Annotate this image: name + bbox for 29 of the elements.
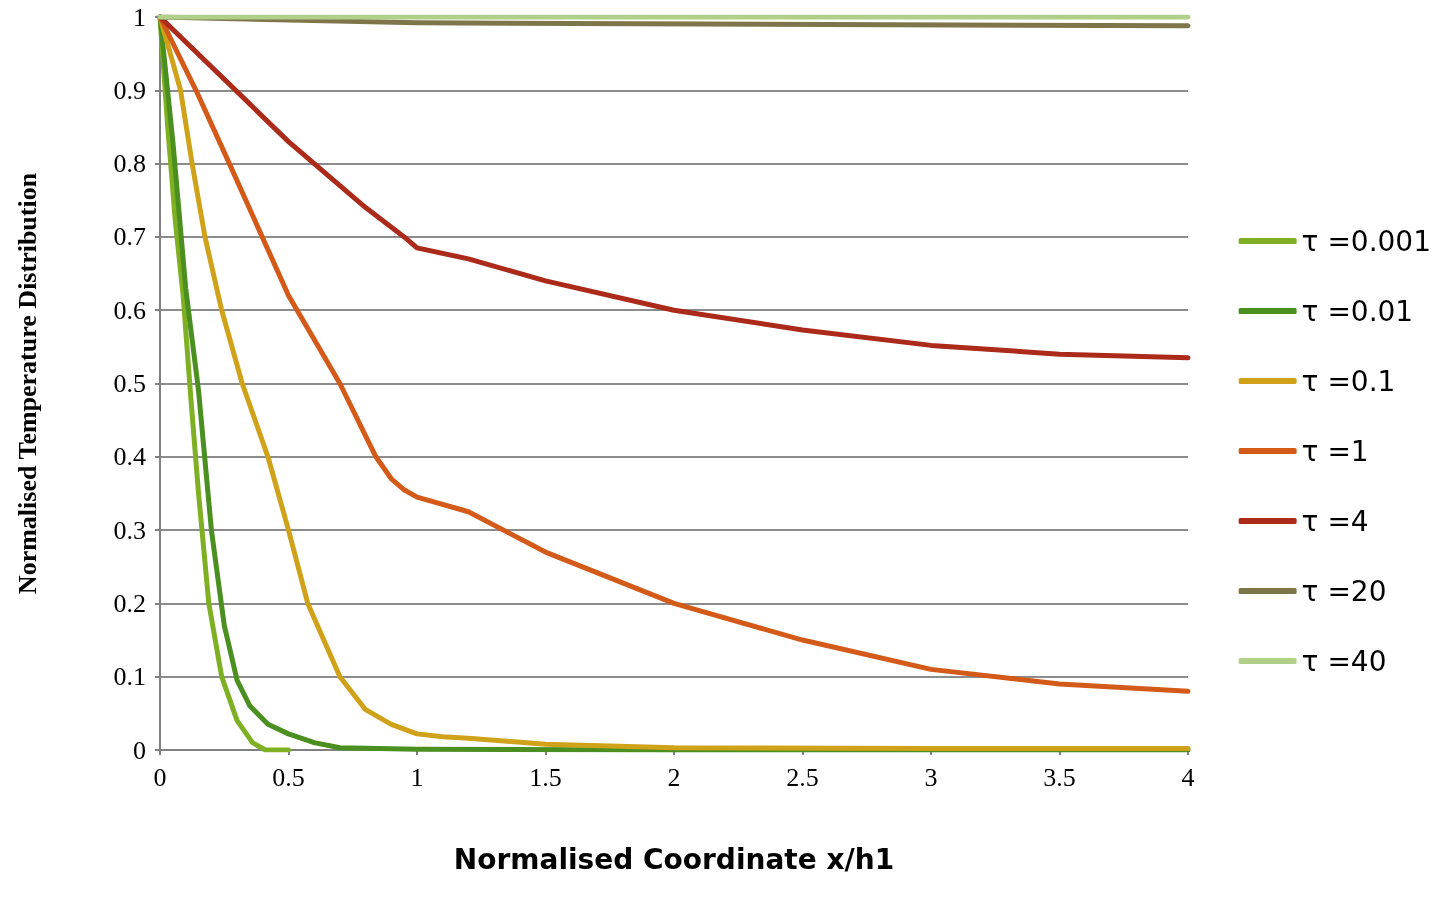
legend-label: τ =0.001 [1301, 224, 1432, 258]
x-tick-label: 3 [924, 762, 938, 792]
x-tick-label: 0.5 [272, 762, 305, 792]
y-tick-label: 0.6 [113, 295, 146, 325]
legend-label: τ =0.01 [1301, 294, 1414, 328]
y-axis-title: Normalised Temperature Distribution [12, 172, 42, 595]
legend-label: τ =0.1 [1301, 364, 1396, 398]
legend-label: τ =4 [1301, 504, 1369, 538]
legend-label: τ =40 [1301, 644, 1387, 678]
legend-label: τ =1 [1301, 434, 1369, 468]
y-tick-label: 0.2 [113, 588, 146, 618]
y-tick-label: 0 [133, 735, 146, 765]
y-tick-label: 0.4 [113, 442, 146, 472]
x-tick-label: 2.5 [786, 762, 819, 792]
y-tick-label: 0.3 [113, 515, 146, 545]
x-tick-label: 2 [667, 762, 681, 792]
x-tick-label: 4 [1181, 762, 1195, 792]
x-tick-label: 3.5 [1043, 762, 1076, 792]
x-tick-label: 0 [153, 762, 167, 792]
y-tick-label: 0.7 [113, 222, 146, 252]
y-tick-label: 0.5 [113, 369, 146, 398]
legend-label: τ =20 [1301, 574, 1387, 608]
x-axis-title: Normalised Coordinate x/h1 [453, 842, 895, 876]
y-tick-label: 0.9 [113, 75, 146, 105]
y-tick-label: 0.8 [113, 149, 146, 179]
y-tick-label: 1 [133, 2, 146, 32]
x-tick-label: 1.5 [529, 762, 562, 792]
y-tick-label: 0.1 [113, 662, 146, 692]
x-tick-label: 1 [410, 762, 424, 792]
